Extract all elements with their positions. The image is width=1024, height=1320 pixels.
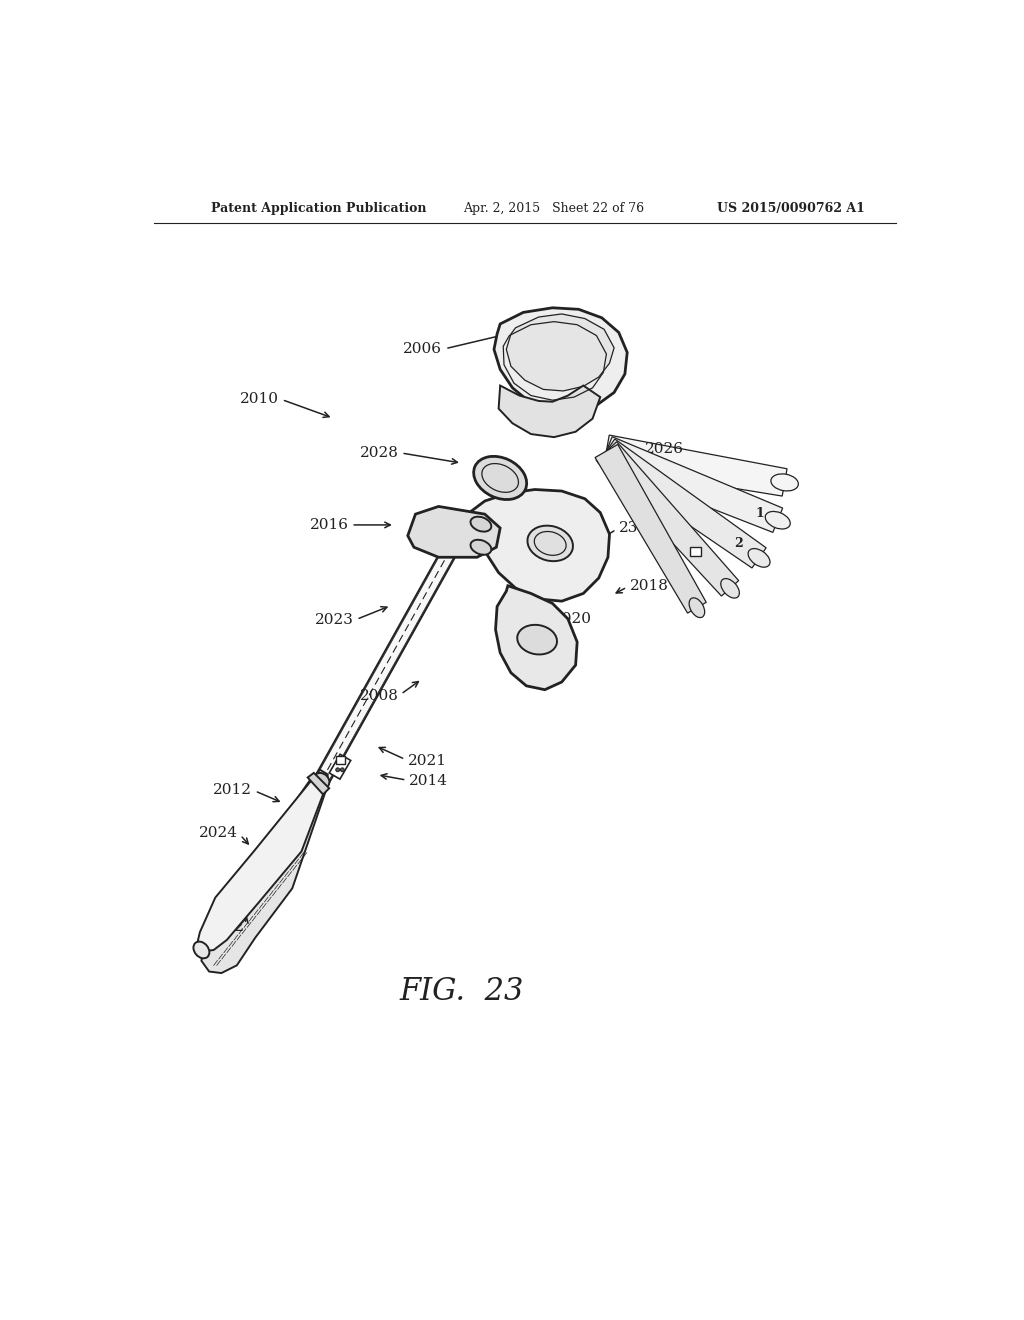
Text: 2022: 2022 <box>206 920 245 933</box>
Ellipse shape <box>194 941 209 958</box>
Text: FIG.  23: FIG. 23 <box>399 975 524 1007</box>
Text: 2016: 2016 <box>309 517 348 532</box>
Ellipse shape <box>771 474 799 491</box>
Text: 2008: 2008 <box>359 689 398 702</box>
Polygon shape <box>408 507 500 557</box>
Polygon shape <box>494 308 628 411</box>
Polygon shape <box>595 445 707 612</box>
Text: US 2015/0090762 A1: US 2015/0090762 A1 <box>717 202 865 215</box>
Text: 2020: 2020 <box>553 612 592 626</box>
Ellipse shape <box>689 598 705 618</box>
Ellipse shape <box>313 774 330 788</box>
Text: 2024: 2024 <box>200 826 239 840</box>
Polygon shape <box>496 586 578 689</box>
Text: 2006: 2006 <box>403 342 442 356</box>
Ellipse shape <box>749 549 770 568</box>
Text: 2014: 2014 <box>410 774 449 788</box>
Polygon shape <box>330 754 351 779</box>
Ellipse shape <box>470 516 492 532</box>
Text: 2300: 2300 <box>618 521 657 535</box>
Text: 2012: 2012 <box>213 783 252 797</box>
Polygon shape <box>603 436 787 496</box>
Ellipse shape <box>517 624 557 655</box>
Text: 1: 1 <box>756 507 764 520</box>
Polygon shape <box>314 525 468 784</box>
Polygon shape <box>469 490 609 601</box>
Circle shape <box>340 768 344 772</box>
Text: 2010: 2010 <box>241 392 280 405</box>
Text: 2026: 2026 <box>645 442 684 457</box>
Ellipse shape <box>527 525 573 561</box>
Polygon shape <box>506 314 614 391</box>
Ellipse shape <box>765 511 791 529</box>
Ellipse shape <box>470 540 492 554</box>
Polygon shape <box>202 779 326 973</box>
Bar <box>690 546 701 556</box>
Text: Patent Application Publication: Patent Application Publication <box>211 202 426 215</box>
Ellipse shape <box>721 578 739 598</box>
Text: 2023: 2023 <box>315 614 354 627</box>
Bar <box>336 756 345 763</box>
Circle shape <box>336 768 340 772</box>
Polygon shape <box>197 770 328 952</box>
Text: 2028: 2028 <box>359 446 398 459</box>
Text: 2021: 2021 <box>408 754 446 767</box>
Polygon shape <box>499 385 600 437</box>
Text: 2: 2 <box>734 537 743 550</box>
Ellipse shape <box>474 457 526 499</box>
Polygon shape <box>596 442 738 597</box>
Polygon shape <box>307 774 330 795</box>
Polygon shape <box>601 437 782 532</box>
Text: 2018: 2018 <box>630 578 669 593</box>
Text: Apr. 2, 2015   Sheet 22 of 76: Apr. 2, 2015 Sheet 22 of 76 <box>463 202 644 215</box>
Polygon shape <box>598 440 766 568</box>
